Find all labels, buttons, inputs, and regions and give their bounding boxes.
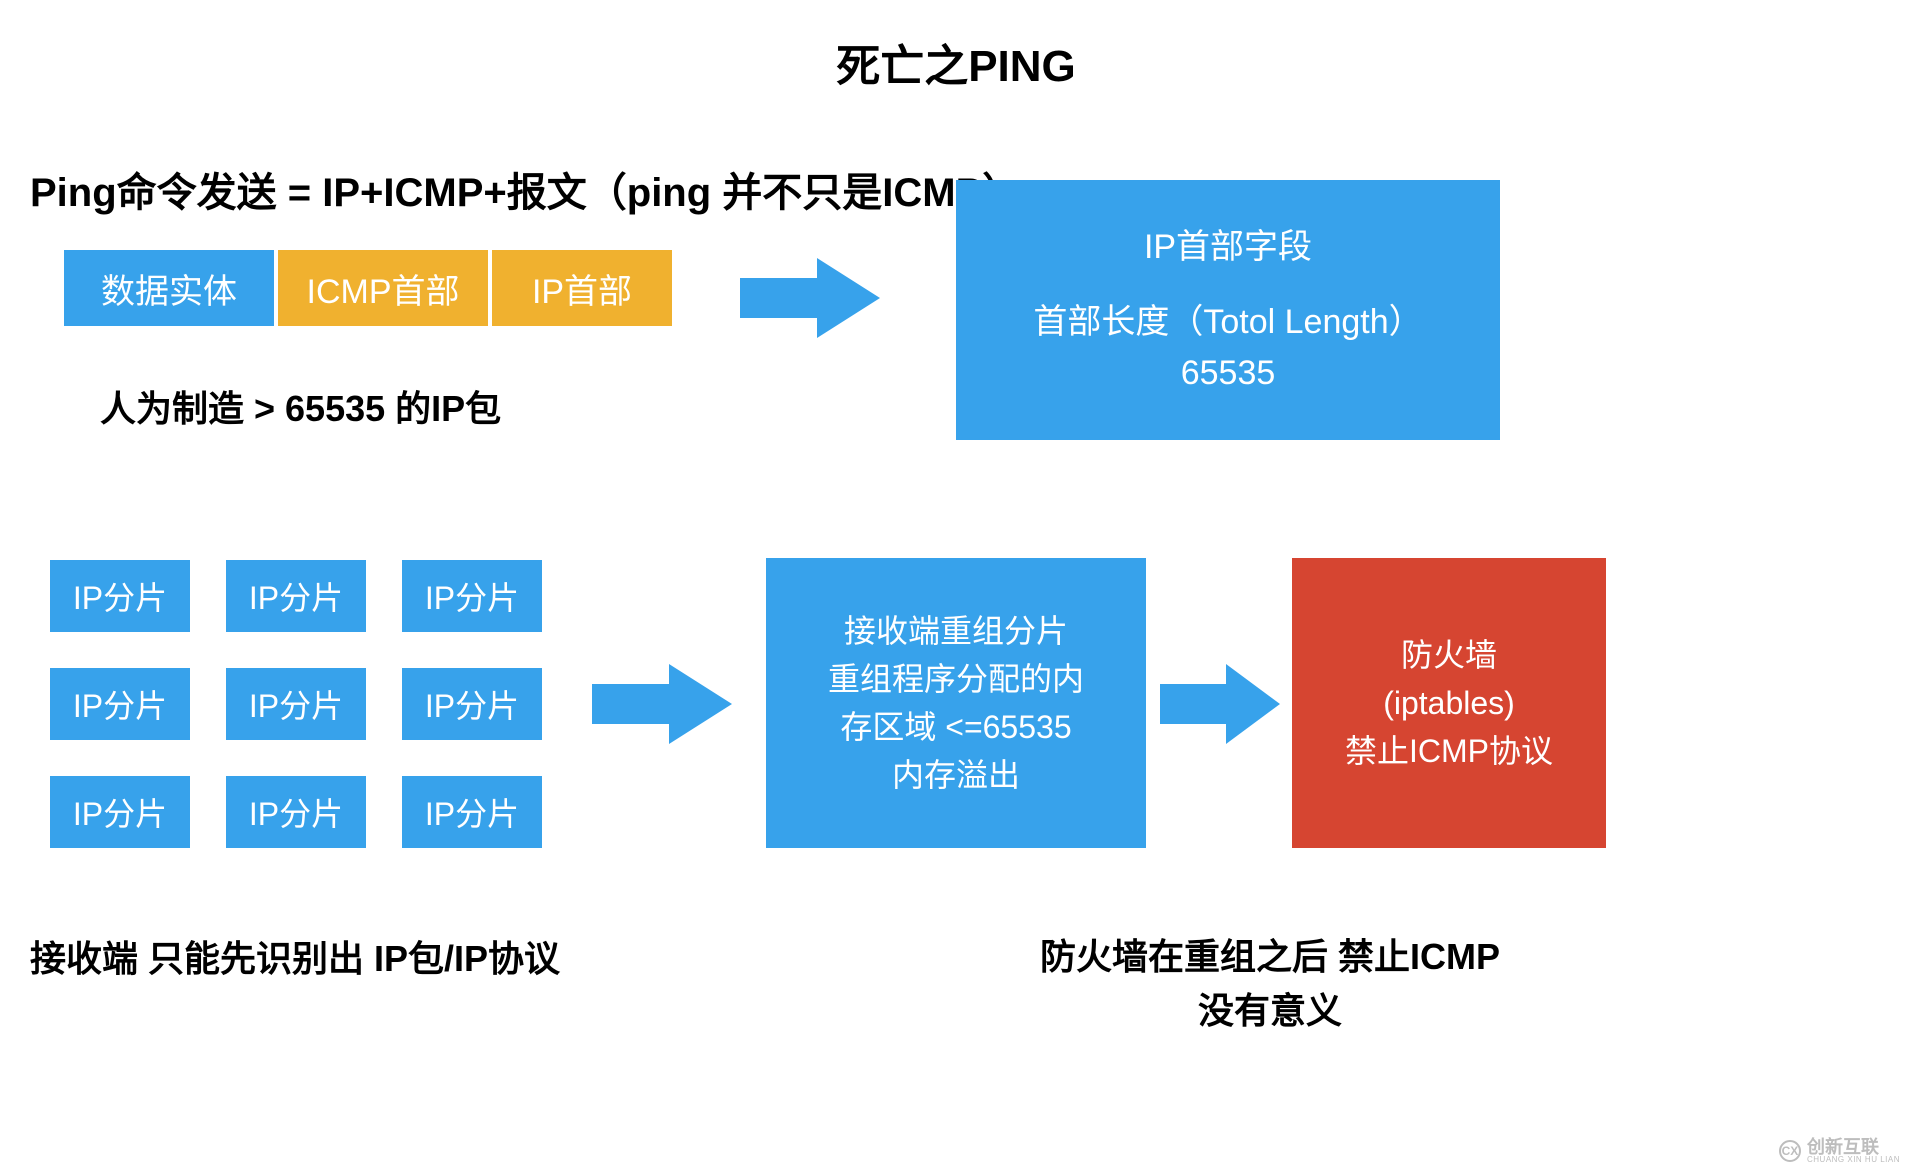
arrow-right-icon <box>740 258 880 338</box>
ip-fragment: IP分片 <box>226 560 366 632</box>
arrow-right-icon <box>1160 664 1280 744</box>
arrow-right-icon <box>592 664 732 744</box>
packet-row: 数据实体ICMP首部IP首部 <box>64 250 672 326</box>
recv-line2: 重组程序分配的内 <box>828 655 1084 703</box>
ip-fragment: IP分片 <box>50 560 190 632</box>
recv-line4: 内存溢出 <box>828 751 1084 799</box>
note3-line1: 防火墙在重组之后 禁止ICMP <box>920 930 1620 984</box>
watermark-logo-icon: CX <box>1779 1140 1801 1162</box>
packet-cell-0: 数据实体 <box>64 250 274 326</box>
ip-fragment: IP分片 <box>50 776 190 848</box>
note3-line2: 没有意义 <box>920 984 1620 1038</box>
recv-line3: 存区域 <=65535 <box>828 703 1084 751</box>
subtitle-ping-composition: Ping命令发送 = IP+ICMP+报文（ping 并不只是ICMP） <box>30 160 1022 218</box>
fw-line2: (iptables) <box>1345 679 1553 727</box>
receive-box: 接收端重组分片 重组程序分配的内 存区域 <=65535 内存溢出 <box>766 558 1146 848</box>
ip-fragment: IP分片 <box>402 560 542 632</box>
ip-fragment: IP分片 <box>402 776 542 848</box>
ip-fragment: IP分片 <box>50 668 190 740</box>
fw-line1: 防火墙 <box>1345 631 1553 679</box>
note-oversized-packet: 人为制造 > 65535 的IP包 <box>100 380 501 432</box>
packet-cell-2: IP首部 <box>492 250 672 326</box>
page-title: 死亡之PING <box>0 30 1912 94</box>
packet-cell-1: ICMP首部 <box>278 250 488 326</box>
iphdr-line3: 65535 <box>1181 348 1276 399</box>
recv-line1: 接收端重组分片 <box>828 607 1084 655</box>
ip-fragment: IP分片 <box>226 668 366 740</box>
watermark-main: 创新互联 <box>1807 1138 1900 1156</box>
watermark: CX 创新互联 CHUANG XIN HU LIAN <box>1779 1138 1900 1164</box>
firewall-box: 防火墙 (iptables) 禁止ICMP协议 <box>1292 558 1606 848</box>
watermark-sub: CHUANG XIN HU LIAN <box>1807 1156 1900 1164</box>
ip-fragment: IP分片 <box>402 668 542 740</box>
note-receiver-identify: 接收端 只能先识别出 IP包/IP协议 <box>30 930 560 982</box>
ip-fragment: IP分片 <box>226 776 366 848</box>
fw-line3: 禁止ICMP协议 <box>1345 727 1553 775</box>
fragments-grid: IP分片 IP分片 IP分片 IP分片 IP分片 IP分片 IP分片 IP分片 IP分片 <box>50 560 542 848</box>
ip-header-box: IP首部字段 首部长度（Totol Length） 65535 <box>956 180 1500 440</box>
note-firewall-meaningless: 防火墙在重组之后 禁止ICMP 没有意义 <box>920 930 1620 1038</box>
iphdr-line1: IP首部字段 <box>1144 222 1312 273</box>
iphdr-line2: 首部长度（Totol Length） <box>1033 297 1422 348</box>
